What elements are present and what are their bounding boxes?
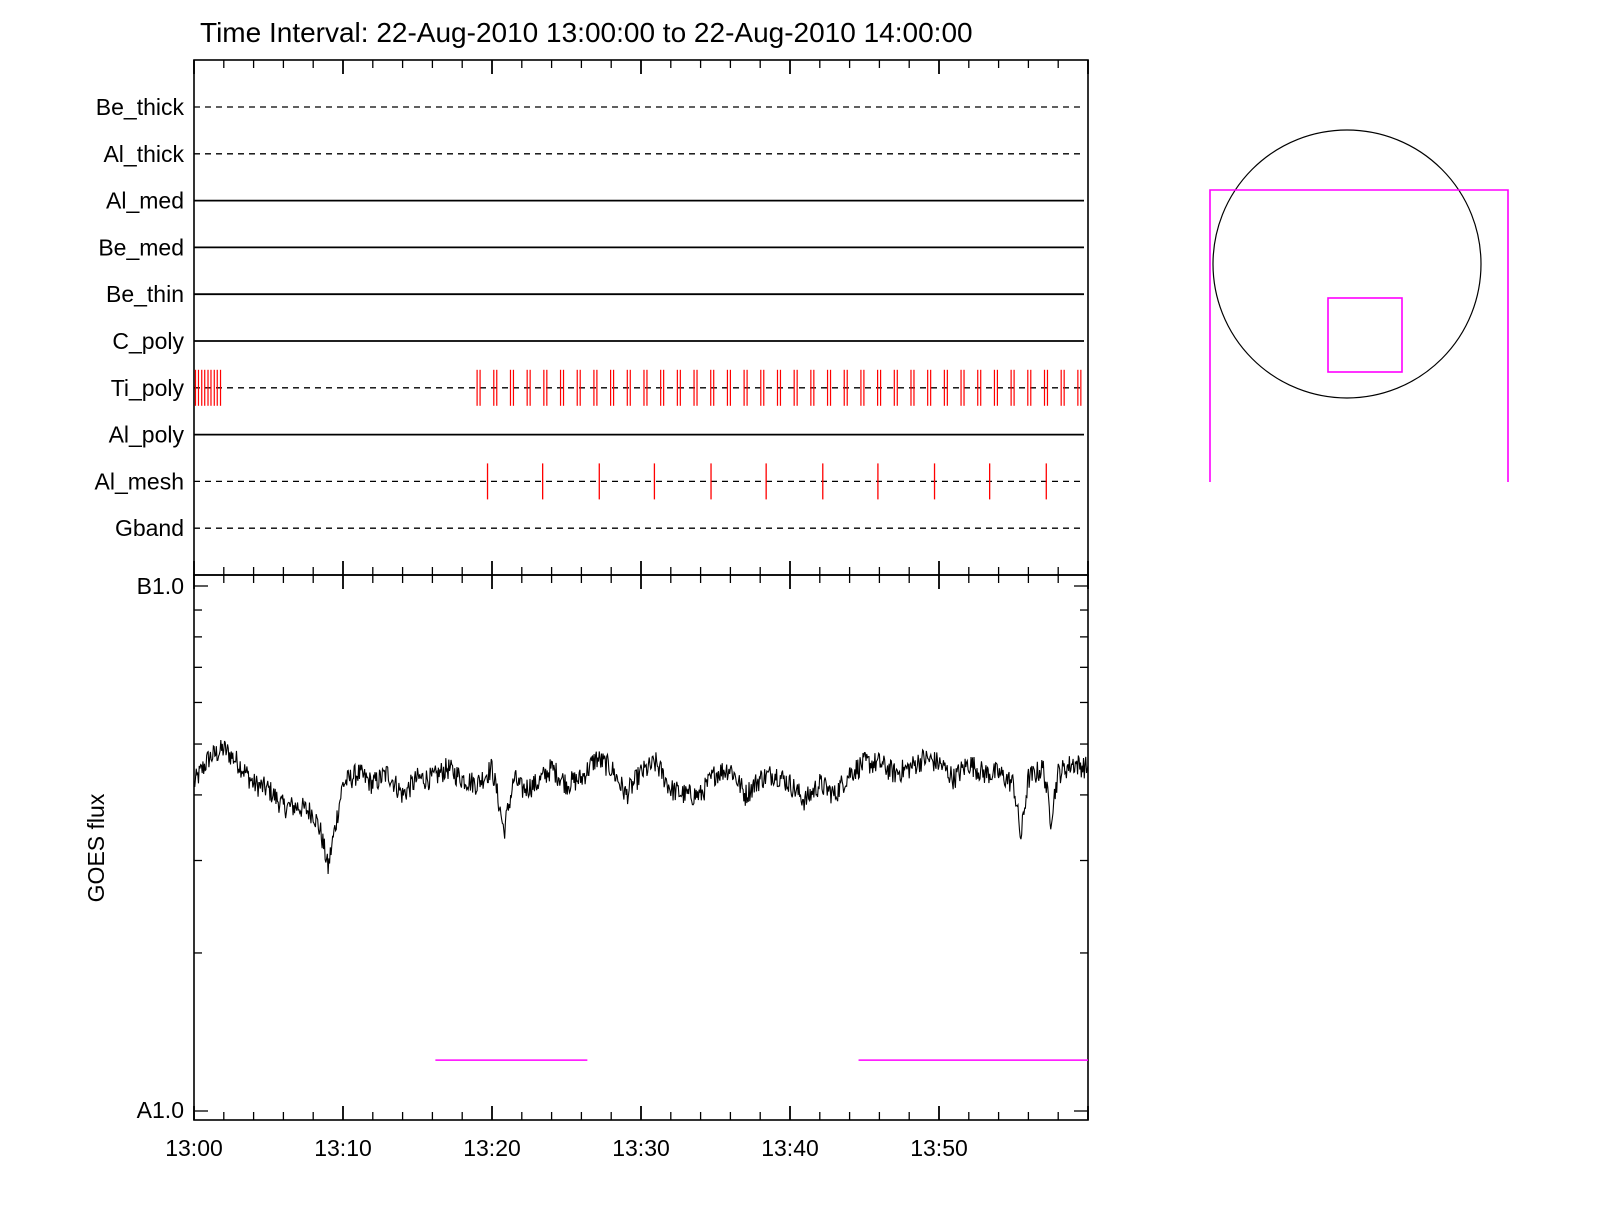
filter-panel-frame	[193, 59, 1089, 576]
filter-marks	[194, 369, 1082, 500]
x-tick-label: 13:50	[910, 1135, 968, 1161]
filter-row-label: Be_med	[98, 234, 184, 260]
filter-rows: Be_thick Al_thick Al_med Be_med Be_thin C_pol…	[95, 94, 1084, 541]
x-tick-label: 13:10	[314, 1135, 372, 1161]
filter-row-label: Al_poly	[109, 422, 185, 448]
chart-title: Time Interval: 22-Aug-2010 13:00:00 to 2…	[200, 17, 973, 48]
filter-row-label: C_poly	[112, 328, 184, 354]
filter-row-label: Al_thick	[103, 141, 184, 167]
filter-row-label: Be_thin	[106, 281, 184, 307]
pointing-diagram	[1209, 129, 1509, 482]
solar-disk-circle	[1212, 129, 1482, 399]
top-panel-ticks	[193, 60, 1089, 575]
field-of-view-outline	[1209, 189, 1509, 482]
goes-flux-series	[193, 739, 1089, 874]
filter-row-label: Ti_poly	[111, 375, 185, 401]
target-box	[1327, 297, 1403, 373]
filter-row-label: Al_mesh	[95, 468, 184, 494]
x-tick-label: 13:40	[761, 1135, 819, 1161]
x-tick-label: 13:30	[612, 1135, 670, 1161]
filter-row-label: Al_med	[106, 188, 184, 214]
x-tick-labels: 13:00 13:10 13:20 13:30 13:40 13:50	[165, 1135, 968, 1161]
filter-row-label: Be_thick	[96, 94, 185, 120]
goes-panel-ticks	[193, 575, 1089, 1120]
y-tick-label-b1: B1.0	[137, 573, 184, 599]
x-tick-label: 13:20	[463, 1135, 521, 1161]
y-axis-label: GOES flux	[83, 793, 109, 902]
filter-row-label: Gband	[115, 515, 184, 541]
x-tick-label: 13:00	[165, 1135, 223, 1161]
goes-panel-frame	[193, 574, 1089, 1121]
y-tick-label-a1: A1.0	[137, 1097, 184, 1123]
